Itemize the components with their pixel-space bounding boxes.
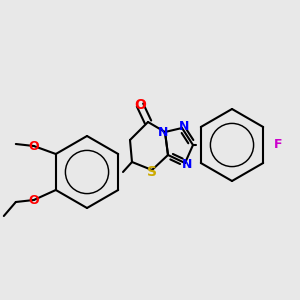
Text: O: O: [28, 140, 39, 152]
Text: O: O: [134, 98, 146, 112]
Text: N: N: [182, 158, 192, 170]
Text: F: F: [274, 139, 282, 152]
Text: N: N: [158, 125, 168, 139]
Text: N: N: [179, 121, 189, 134]
Text: O: O: [28, 194, 39, 206]
Text: S: S: [147, 165, 157, 179]
